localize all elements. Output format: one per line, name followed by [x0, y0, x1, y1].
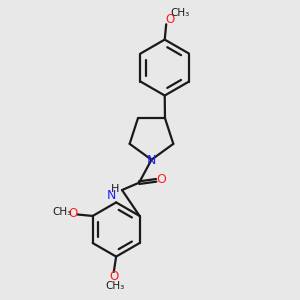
Text: O: O — [109, 270, 119, 284]
Text: CH₃: CH₃ — [171, 8, 190, 18]
Text: CH₃: CH₃ — [52, 207, 72, 217]
Text: O: O — [68, 207, 77, 220]
Text: H: H — [111, 184, 120, 194]
Text: O: O — [165, 14, 175, 26]
Text: CH₃: CH₃ — [106, 281, 125, 291]
Text: N: N — [147, 154, 156, 167]
Text: O: O — [156, 173, 166, 186]
Text: N: N — [107, 189, 116, 202]
